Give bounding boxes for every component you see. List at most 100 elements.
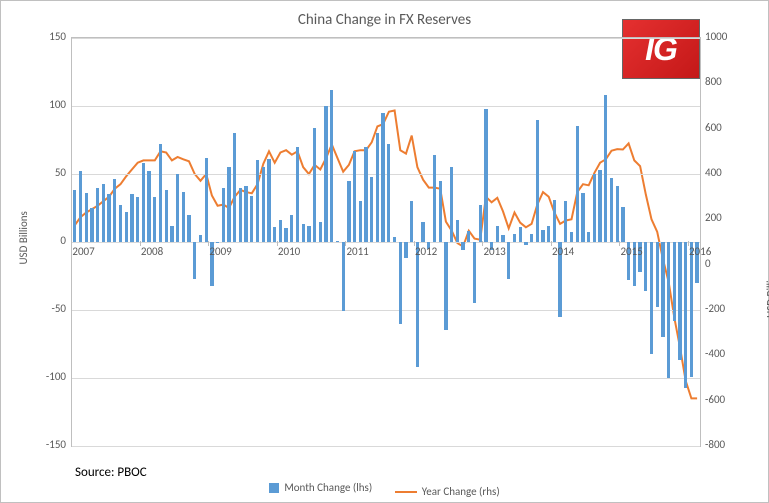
bar	[199, 235, 202, 242]
bar	[536, 120, 539, 242]
bar	[456, 220, 459, 242]
bar	[222, 188, 225, 242]
bar	[336, 241, 339, 242]
bar	[370, 177, 373, 242]
bar	[450, 167, 453, 242]
bar	[433, 155, 436, 242]
bar	[96, 188, 99, 242]
bar	[142, 163, 145, 242]
x-year-label: 2013	[483, 245, 505, 258]
bar	[267, 159, 270, 242]
bar	[541, 230, 544, 242]
bar	[85, 193, 88, 242]
bar	[107, 194, 110, 242]
bar	[119, 205, 122, 242]
y-right-label: -600	[705, 393, 725, 406]
bar	[153, 197, 156, 242]
bar	[524, 242, 527, 245]
bar	[307, 226, 310, 242]
bar	[678, 242, 681, 360]
y-right-label: 200	[705, 211, 722, 224]
bar	[519, 227, 522, 242]
bar	[302, 224, 305, 242]
bar	[570, 232, 573, 242]
bar	[273, 227, 276, 242]
bar	[102, 184, 105, 242]
bar	[530, 234, 533, 242]
bar	[387, 144, 390, 242]
y-right-label: 600	[705, 121, 722, 134]
bar	[444, 242, 447, 330]
y-left-label: 100	[26, 98, 66, 111]
bar	[564, 201, 567, 242]
gridline	[72, 310, 700, 311]
bar	[170, 226, 173, 242]
bar	[125, 212, 128, 242]
bar	[616, 186, 619, 242]
bar	[130, 194, 133, 242]
bar	[410, 201, 413, 242]
bar	[290, 215, 293, 242]
bar	[416, 242, 419, 367]
bar	[244, 186, 247, 242]
bar	[313, 128, 316, 242]
bar	[381, 113, 384, 242]
bar	[513, 234, 516, 242]
bar	[587, 232, 590, 242]
gridline	[72, 378, 700, 379]
bar	[182, 192, 185, 242]
bar	[667, 242, 670, 378]
bar	[176, 174, 179, 242]
y-left-label: -50	[26, 302, 66, 315]
bar	[656, 242, 659, 307]
legend-label-bar: Month Change (lhs)	[284, 481, 372, 494]
bar	[690, 242, 693, 377]
legend: Month Change (lhs) Year Change (rhs)	[1, 481, 768, 498]
y-right-label: 1000	[705, 30, 727, 43]
bar	[581, 193, 584, 242]
bar	[553, 200, 556, 242]
bar	[484, 109, 487, 242]
bar	[376, 133, 379, 242]
bar	[319, 222, 322, 242]
bar	[399, 242, 402, 324]
bar	[324, 106, 327, 242]
bar	[421, 222, 424, 242]
x-year-label: 2014	[552, 245, 574, 258]
bar	[650, 242, 653, 354]
legend-swatch-bar	[269, 483, 279, 493]
bar	[136, 197, 139, 242]
source-text: Source: PBOC	[75, 465, 147, 480]
bar	[353, 151, 356, 242]
bar	[501, 235, 504, 242]
bar	[187, 215, 190, 242]
bar	[684, 242, 687, 388]
bar	[479, 205, 482, 242]
bar	[330, 90, 333, 242]
bar	[593, 174, 596, 242]
bar	[193, 242, 196, 279]
bar	[79, 171, 82, 242]
bar	[604, 95, 607, 242]
bar	[364, 147, 367, 242]
bar	[284, 228, 287, 242]
bar	[113, 179, 116, 242]
plot-area	[71, 37, 701, 447]
x-year-label: 2015	[620, 245, 642, 258]
bar	[359, 201, 362, 242]
bar	[262, 167, 265, 242]
x-year-label: 2009	[209, 245, 231, 258]
bar	[347, 181, 350, 242]
x-year-label: 2011	[346, 245, 368, 258]
bar	[576, 126, 579, 242]
y-right-label: 0	[705, 257, 711, 270]
bar	[239, 188, 242, 242]
x-year-label: 2008	[141, 245, 163, 258]
right-axis-title: USD Billions	[764, 265, 769, 318]
bar	[296, 147, 299, 242]
legend-label-line: Year Change (rhs)	[422, 485, 500, 498]
legend-item-line: Year Change (rhs)	[395, 485, 500, 498]
bar	[644, 242, 647, 291]
bar	[205, 158, 208, 242]
y-right-label: 400	[705, 166, 722, 179]
